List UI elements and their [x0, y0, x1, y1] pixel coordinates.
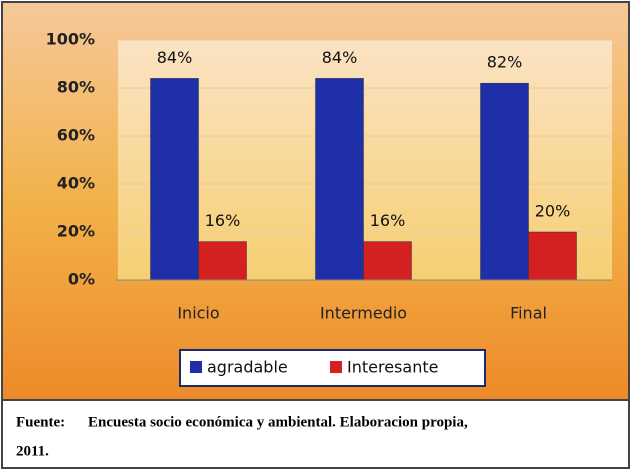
- caption: Encuesta socio económica y ambiental. El…: [88, 414, 468, 430]
- value-label: 84%: [157, 48, 193, 67]
- caption-box: [1, 399, 630, 469]
- legend-swatch: [190, 361, 202, 373]
- legend-swatch: [330, 361, 342, 373]
- y-tick-label: 60%: [57, 126, 95, 145]
- y-tick-label: 20%: [57, 222, 95, 241]
- caption-label: Fuente:: [16, 414, 65, 430]
- bar: [198, 241, 247, 281]
- value-label: 16%: [205, 211, 241, 230]
- value-label: 20%: [535, 202, 571, 221]
- value-label: 84%: [322, 48, 358, 67]
- bar: [315, 78, 364, 281]
- x-tick-label: Final: [510, 304, 547, 323]
- bar: [363, 241, 412, 281]
- legend-label: agradable: [207, 358, 288, 377]
- x-tick-label: Inicio: [177, 304, 219, 323]
- value-label: 82%: [487, 53, 523, 72]
- y-tick-label: 0%: [68, 270, 95, 289]
- bar: [150, 78, 199, 281]
- y-tick-label: 40%: [57, 174, 95, 193]
- value-label: 16%: [370, 211, 406, 230]
- legend-label: Interesante: [347, 358, 438, 377]
- x-tick-label: Intermedio: [320, 304, 407, 323]
- bar: [528, 231, 577, 281]
- y-tick-label: 100%: [46, 30, 95, 49]
- y-tick-label: 80%: [57, 78, 95, 97]
- caption-line2: 2011.: [16, 443, 49, 459]
- bar: [480, 82, 529, 281]
